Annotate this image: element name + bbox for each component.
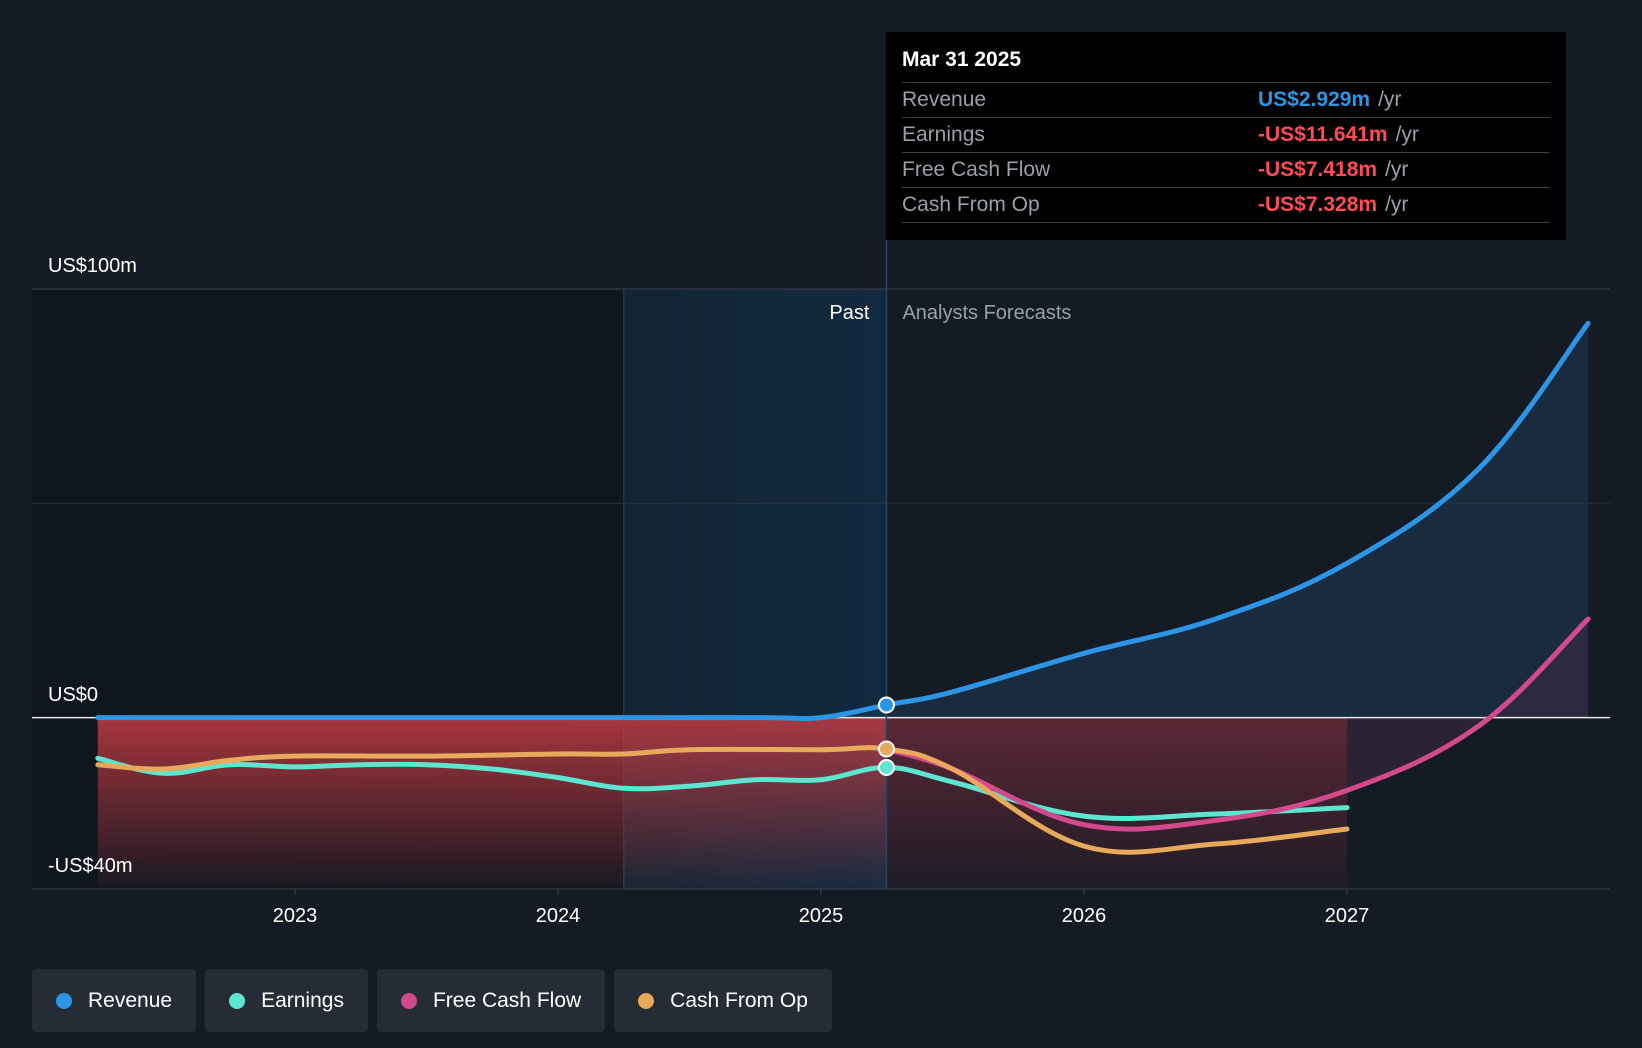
x-tick-label: 2023 [273,905,318,927]
tooltip-unit: /yr [1395,123,1419,146]
legend-dot-icon [56,992,72,1009]
tooltip-value: -US$11.641m [1258,123,1388,146]
tooltip-label: Free Cash Flow [902,158,1051,181]
tooltip-date: Mar 31 2025 [902,48,1022,71]
legend-item-cash-from-op[interactable]: Cash From Op [614,969,832,1032]
y-axis-label-zero: US$0 [48,684,98,706]
legend-dot-icon [400,992,417,1009]
fcf-area [1347,619,1589,791]
legend-item-revenue[interactable]: Revenue [32,969,197,1032]
data-point-earnings [877,758,895,776]
series-line-cash-from-op [95,745,1350,855]
tooltip-label: Cash From Op [902,193,1040,216]
forecast-loss-area [886,717,1347,889]
x-tick-label: 2026 [1062,905,1107,927]
legend-item-free-cash-flow[interactable]: Free Cash Flow [376,969,606,1032]
x-tick-label: 2027 [1325,905,1370,927]
tooltip-value: US$2.929m [1258,88,1371,111]
series-line-revenue [95,320,1591,722]
tooltip-unit: /yr [1385,158,1409,181]
tooltip-unit: /yr [1378,88,1402,111]
tooltip-label: Revenue [902,88,987,111]
x-tick-label: 2024 [536,905,581,927]
x-tick-label: 2025 [799,905,844,927]
legend-label: Cash From Op [670,988,808,1012]
tooltip-label: Earnings [902,123,985,146]
forecast-label: Analysts Forecasts [902,302,1071,324]
tooltip-row-earnings: Earnings -US$11.641m /yr [902,117,1550,152]
legend-label: Free Cash Flow [432,988,582,1012]
y-axis-label-bottom: -US$40m [48,855,132,877]
tooltip: Mar 31 2025 Revenue US$2.929m /yr Earnin… [886,32,1566,240]
legend: Revenue Earnings Free Cash Flow Cash Fro… [32,969,832,1032]
legend-label: Revenue [88,988,173,1012]
tooltip-row-cash-from-op: Cash From Op -US$7.328m /yr [902,187,1550,223]
past-label: Past [829,302,869,324]
tooltip-unit: /yr [1385,193,1409,216]
y-axis-label-top: US$100m [48,255,137,277]
legend-label: Earnings [261,988,344,1012]
tooltip-value: -US$7.328m [1258,193,1378,216]
legend-item-earnings[interactable]: Earnings [205,969,368,1032]
tooltip-value: -US$7.418m [1258,158,1378,181]
data-point-cash-from-op [877,740,895,758]
past-loss-area [97,717,887,889]
data-point-revenue [877,696,895,714]
tooltip-row-revenue: Revenue US$2.929m /yr [902,82,1550,117]
series-line-earnings [95,755,1350,821]
tooltip-row-free-cash-flow: Free Cash Flow -US$7.418m /yr [902,152,1550,187]
legend-dot-icon [229,992,246,1009]
legend-dot-icon [638,992,655,1009]
